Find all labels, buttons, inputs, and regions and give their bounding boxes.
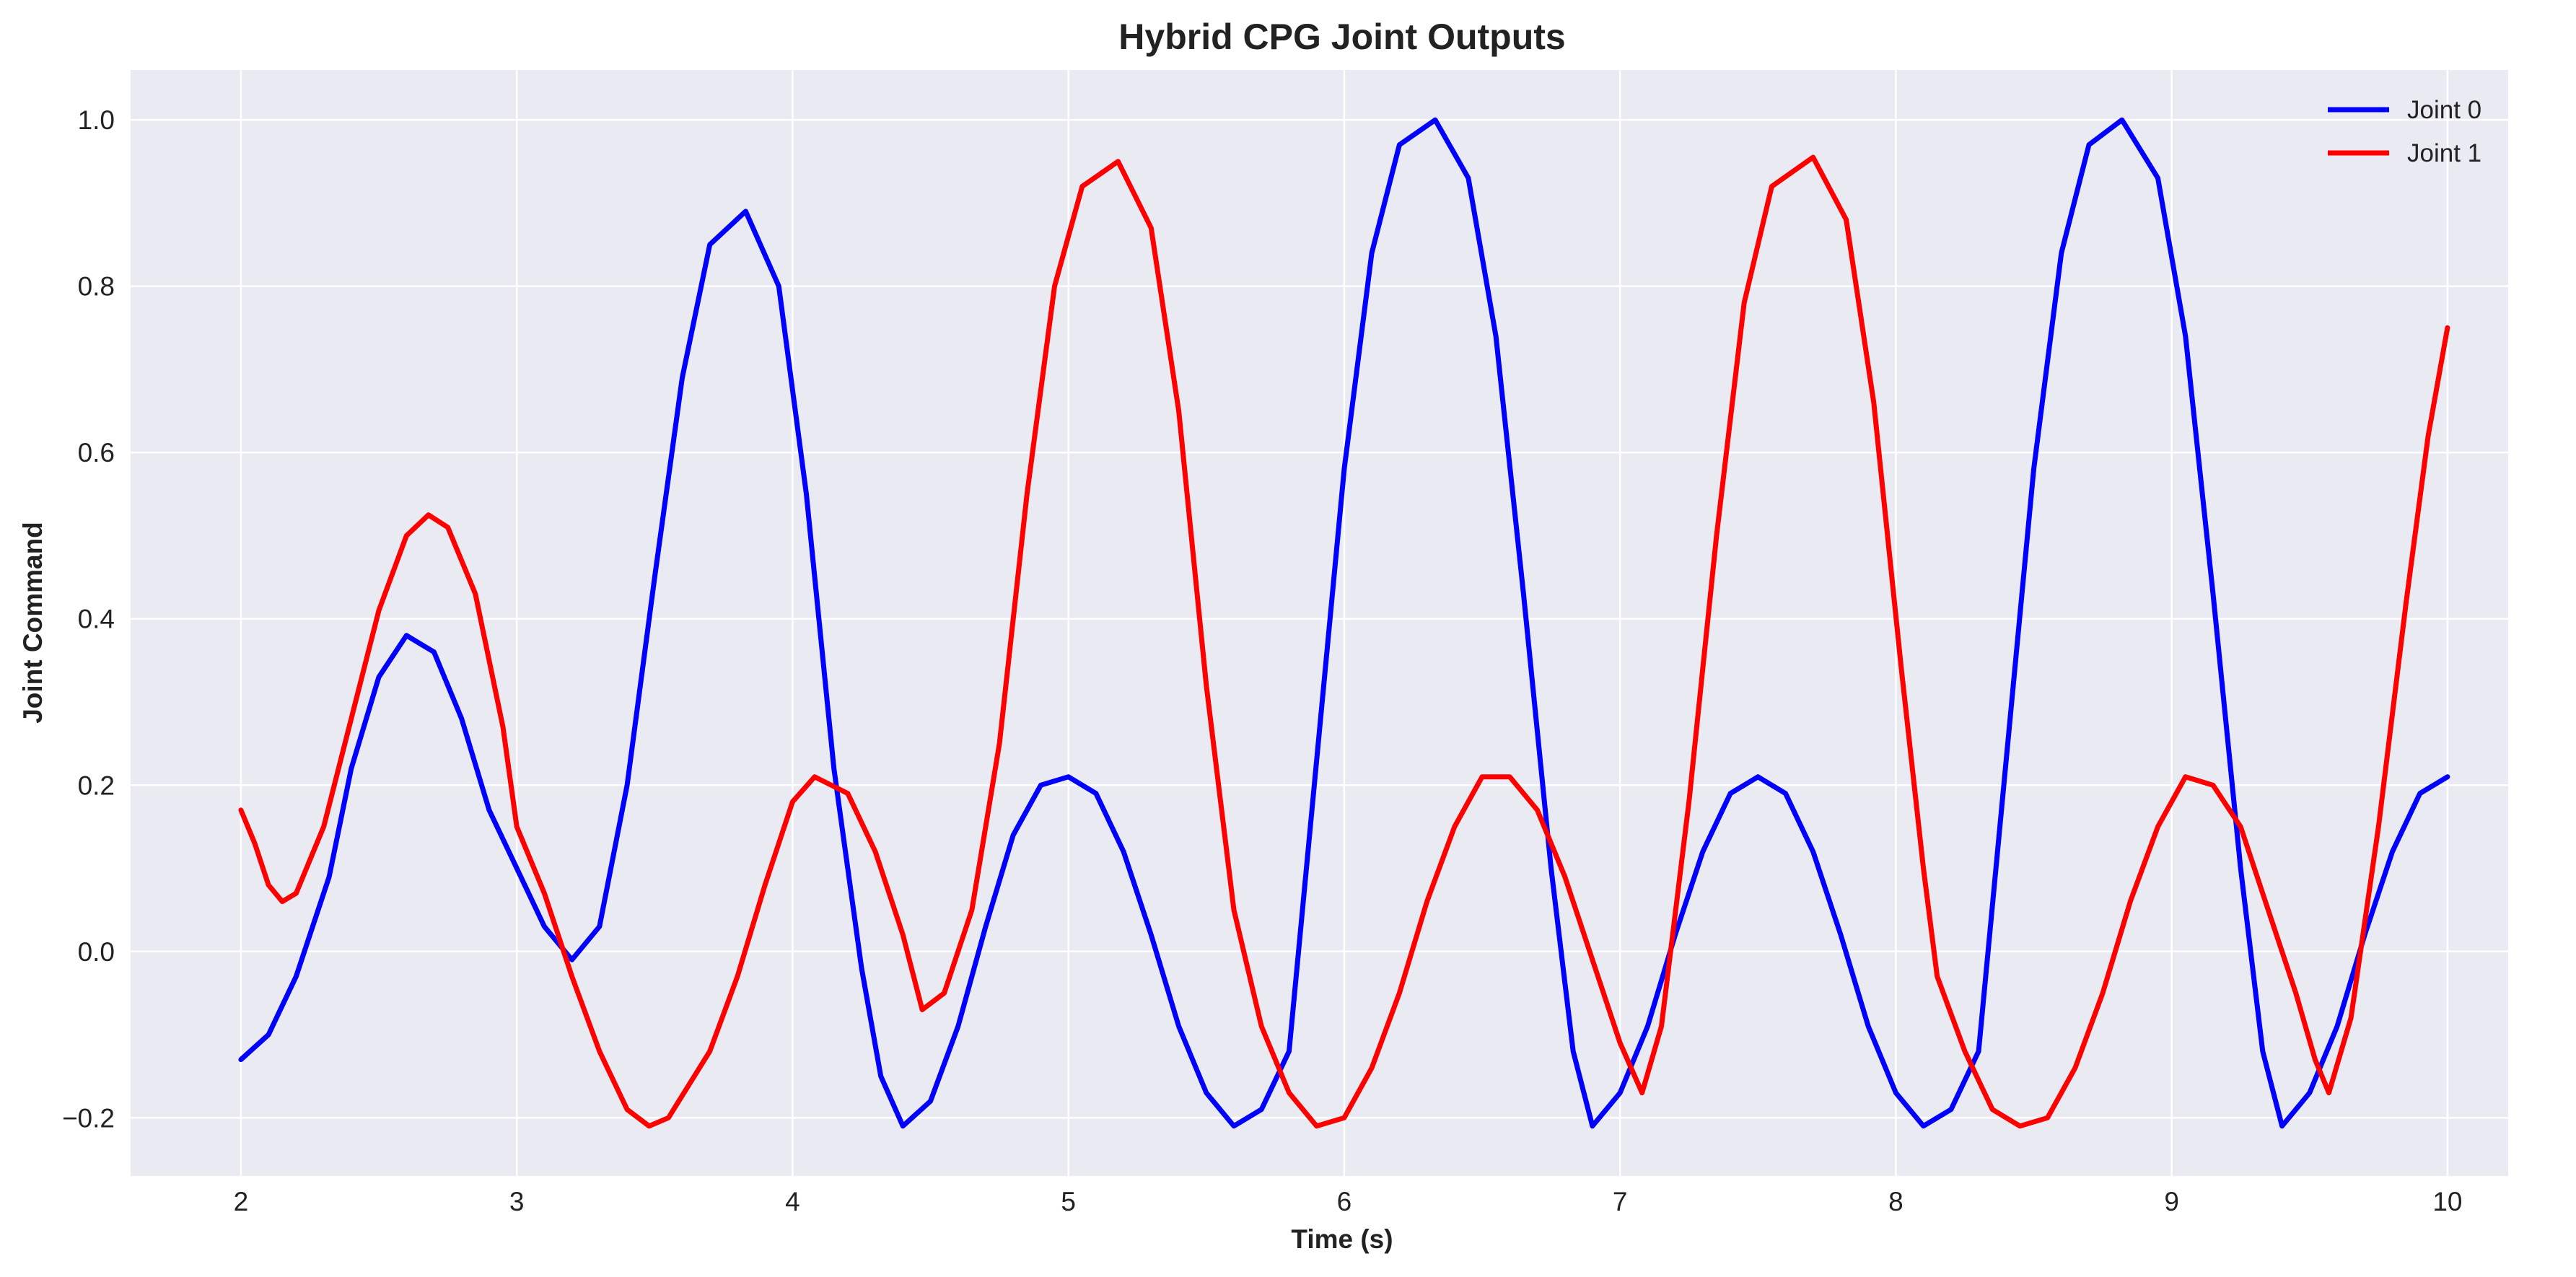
x-tick-label: 2 — [234, 1187, 249, 1216]
y-tick-label: 0.6 — [78, 438, 115, 468]
x-tick-label: 9 — [2164, 1187, 2179, 1216]
x-tick-label: 3 — [509, 1187, 525, 1216]
legend-label: Joint 1 — [2407, 139, 2481, 167]
y-axis-label: Joint Command — [18, 522, 48, 724]
x-tick-label: 6 — [1337, 1187, 1352, 1216]
legend: Joint 0 Joint 1 — [2328, 96, 2481, 167]
x-tick-label: 7 — [1613, 1187, 1628, 1216]
x-tick-label: 5 — [1061, 1187, 1076, 1216]
y-tick-label: 0.8 — [78, 272, 115, 302]
x-tick-label: 10 — [2432, 1187, 2462, 1216]
y-tick-label: 0.2 — [78, 771, 115, 800]
x-tick-label: 4 — [785, 1187, 800, 1216]
y-tick-label: 0.0 — [78, 937, 115, 967]
series-line-joint-0 — [238, 117, 2450, 1129]
x-axis-label: Time (s) — [1291, 1224, 1393, 1254]
plot-area — [131, 70, 2508, 1176]
chart-title: Hybrid CPG Joint Outputs — [1118, 17, 1565, 57]
y-tick-label: −0.2 — [62, 1103, 115, 1133]
series-line-joint-1 — [238, 154, 2450, 1129]
x-tick-label: 8 — [1888, 1187, 1903, 1216]
series-layer — [238, 117, 2450, 1129]
y-tick-label: 0.4 — [78, 605, 115, 634]
y-tick-label: 1.0 — [78, 105, 115, 135]
tick-labels: 2 3 4 5 6 7 8 9 10 −0.2 0.0 0.2 0.4 0.6 0.8 1.0 — [62, 105, 2463, 1216]
legend-label: Joint 0 — [2407, 96, 2481, 124]
